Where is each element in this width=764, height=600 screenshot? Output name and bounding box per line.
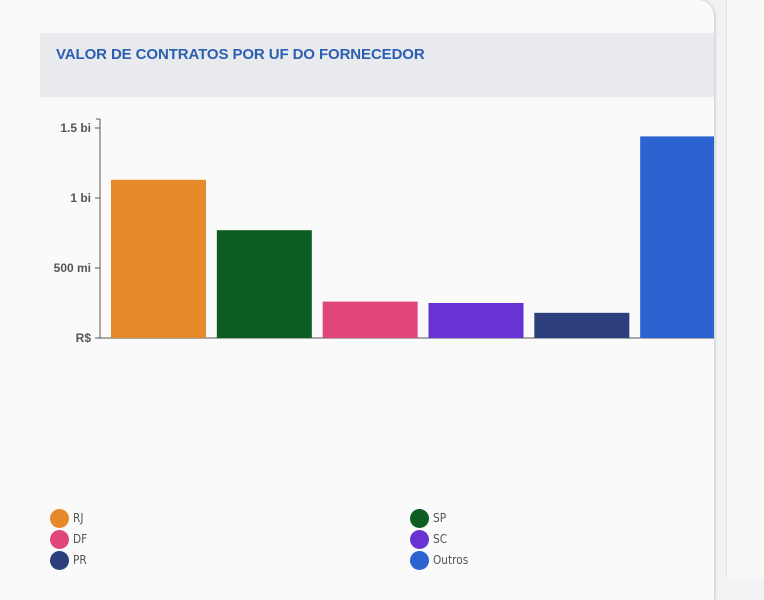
legend-item-rj[interactable]: RJ xyxy=(50,508,85,528)
legend-swatch-pr xyxy=(50,550,69,570)
y-tick-label-1: 500 mi xyxy=(54,261,91,275)
bar-rj xyxy=(111,179,206,338)
bar-sp xyxy=(216,230,312,338)
bar-pr xyxy=(534,312,630,338)
legend-label-sp: SP xyxy=(433,511,447,525)
legend-item-sp[interactable]: SP xyxy=(410,508,448,528)
bar-chart: R$ 500 mi 1 bi 1.5 bi xyxy=(54,118,714,345)
legend-item-sc[interactable]: SC xyxy=(410,529,449,549)
legend-item-pr[interactable]: PR xyxy=(50,550,89,570)
legend-swatch-rj xyxy=(50,508,69,528)
bar-sc xyxy=(428,303,524,338)
adjacent-panel-edge xyxy=(726,0,764,579)
card-header xyxy=(40,33,714,97)
y-tick-label-2: 1 bi xyxy=(70,191,91,205)
legend-label-df: DF xyxy=(73,532,88,546)
chart-title: VALOR DE CONTRATOS POR UF DO FORNECEDOR xyxy=(56,46,425,63)
bar-outros xyxy=(640,136,714,338)
legend-label-pr: PR xyxy=(73,553,87,567)
legend-swatch-sp xyxy=(410,508,429,528)
legend-label-sc: SC xyxy=(433,532,448,546)
y-tick-label-0: R$ xyxy=(76,331,92,345)
legend-swatch-sc xyxy=(410,529,429,549)
bar-df xyxy=(322,301,418,338)
chart-legend: RJ SP DF SC PR Outros xyxy=(50,508,550,574)
legend-swatch-outros xyxy=(410,550,429,570)
y-tick-label-3: 1.5 bi xyxy=(60,121,91,135)
legend-label-rj: RJ xyxy=(73,511,84,525)
legend-label-outros: Outros xyxy=(433,553,469,567)
legend-swatch-df xyxy=(50,529,69,549)
legend-item-df[interactable]: DF xyxy=(50,529,89,549)
chart-card: VALOR DE CONTRATOS POR UF DO FORNECEDOR … xyxy=(40,33,714,574)
legend-item-outros[interactable]: Outros xyxy=(410,550,473,570)
